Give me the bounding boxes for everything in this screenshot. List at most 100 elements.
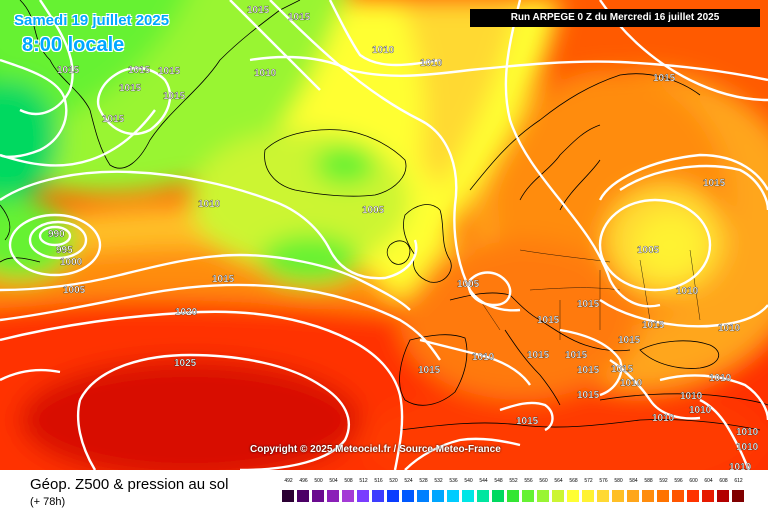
legend-swatch [597,490,609,502]
legend-label: 608 [719,478,728,484]
legend-swatch [417,490,429,502]
legend-label: 600 [689,478,698,484]
isobar-label: 1000 [60,257,83,268]
isobar-label: 1005 [637,245,660,256]
legend-label: 552 [509,478,518,484]
legend-label: 548 [494,478,503,484]
legend-label: 576 [599,478,608,484]
isobar-label: 1015 [158,66,181,77]
legend-swatch [522,490,534,502]
legend-swatch [687,490,699,502]
legend-label: 536 [449,478,458,484]
legend-swatch [462,490,474,502]
legend-label: 492 [284,478,293,484]
isobar-label: 1015 [577,365,600,376]
legend-label: 580 [614,478,623,484]
copyright-text: Copyright © 2025 Meteociel.fr / Source M… [250,444,501,455]
isobar-label: 1020 [175,307,198,318]
isobar-label: 1015 [57,65,80,76]
legend-swatch [402,490,414,502]
isobar-label: 1015 [527,350,550,361]
legend-label: 564 [554,478,563,484]
legend-label: 556 [524,478,533,484]
legend-label: 540 [464,478,473,484]
isobar-label: 1005 [362,205,385,216]
legend-swatch [657,490,669,502]
legend-swatch [477,490,489,502]
legend-swatch [552,490,564,502]
legend-label: 524 [404,478,413,484]
legend-swatch [387,490,399,502]
legend-label: 496 [299,478,308,484]
isobar-label: 1015 [565,350,588,361]
legend-label: 584 [629,478,638,484]
isobar-label: 1015 [516,416,539,427]
legend-label: 504 [329,478,338,484]
isobar-label: 1010 [372,45,395,56]
isobar-label: 1015 [653,73,676,84]
legend-swatch [672,490,684,502]
isobar-label: 1010 [680,391,703,402]
isobar-label: 1010 [620,378,643,389]
legend-swatch [732,490,744,502]
legend-swatch [492,490,504,502]
legend-swatch [447,490,459,502]
isobar-label: 1015 [119,83,142,94]
legend-label: 604 [704,478,713,484]
isobar-label: 1015 [703,178,726,189]
legend-swatch [327,490,339,502]
isobar-label: 1015 [288,12,311,23]
isobar-label: 1005 [457,279,480,290]
isobar-label: 1010 [736,427,759,438]
legend-swatch [357,490,369,502]
isobar-label: 1010 [676,286,699,297]
isobar-label: 1015 [212,274,235,285]
isobar-label: 990 [48,229,65,240]
legend-swatch [627,490,639,502]
isobar-label: 1015 [577,390,600,401]
isobar-label: 1015 [128,65,151,76]
legend-swatch [582,490,594,502]
legend-swatch [312,490,324,502]
legend-swatch [432,490,444,502]
isobar-label: 1015 [102,114,125,125]
coastlines [0,0,768,431]
isobar-label: 1010 [254,68,277,79]
isobar-label: 1010 [420,58,443,69]
isobar-label: 1025 [174,358,197,369]
legend-label: 592 [659,478,668,484]
weather-map: 1015 1015 1015 1010 1010 1015 1015 1015 … [0,0,768,470]
footer: Géop. Z500 & pression au sol (+ 78h) 492… [0,470,768,512]
legend-swatch [342,490,354,502]
isobar-label: 1015 [611,364,634,375]
legend-swatch [507,490,519,502]
legend-label: 520 [389,478,398,484]
legend-label: 588 [644,478,653,484]
legend-label: 508 [344,478,353,484]
legend-label: 516 [374,478,383,484]
forecast-step: (+ 78h) [30,496,66,508]
z500-field: 1015 1015 1015 1010 1010 1015 1015 1015 … [0,0,768,470]
run-info: Run ARPEGE 0 Z du Mercredi 16 juillet 20… [470,9,760,27]
legend-swatch [702,490,714,502]
isobar-label: 1010 [729,462,752,470]
legend-label: 532 [434,478,443,484]
isobar-label: 1010 [472,352,495,363]
legend-swatch [372,490,384,502]
legend-label: 528 [419,478,428,484]
isobar-label: 995 [56,245,73,256]
isobar-label: 1010 [689,405,712,416]
isobar-label: 1015 [537,315,560,326]
legend-label: 572 [584,478,593,484]
legend-swatch [297,490,309,502]
legend-swatch [567,490,579,502]
isobar-label: 1010 [718,323,741,334]
isobar-label: 1015 [618,335,641,346]
isobar-label: 1015 [247,5,270,16]
isobar-label: 1015 [577,299,600,310]
legend-swatch [642,490,654,502]
legend-swatch [612,490,624,502]
legend-label: 512 [359,478,368,484]
legend-label: 500 [314,478,323,484]
isobar-label: 1015 [163,91,186,102]
